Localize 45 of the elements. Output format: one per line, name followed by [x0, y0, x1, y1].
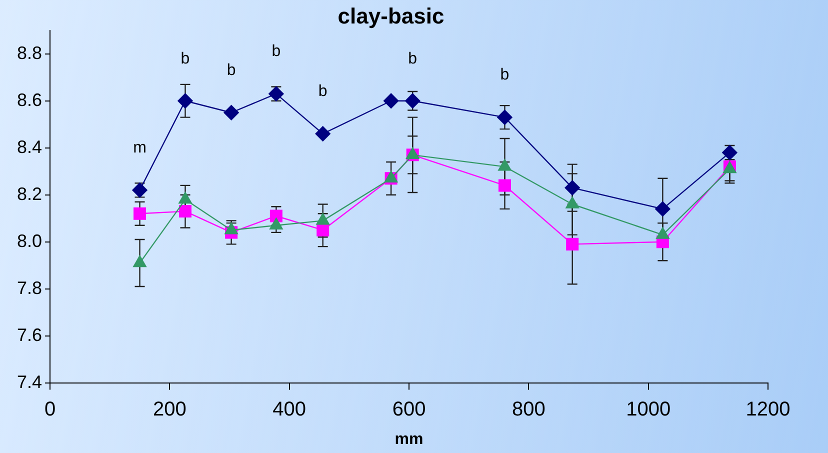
- y-tick-label: 7.4: [16, 372, 42, 392]
- x-tick-label: 600: [392, 398, 426, 420]
- point: [270, 210, 282, 222]
- point: [178, 93, 193, 108]
- annotation: b: [180, 50, 190, 68]
- point: [383, 93, 399, 108]
- point: [566, 196, 580, 208]
- annotation: b: [226, 62, 236, 80]
- point: [316, 213, 330, 225]
- y-tick-label: 7.8: [16, 278, 42, 298]
- point: [224, 222, 238, 234]
- point: [498, 179, 511, 192]
- point: [316, 224, 330, 236]
- point: [566, 238, 579, 250]
- x-tick-label: 200: [153, 398, 186, 420]
- y-tick-label: 8.0: [16, 230, 42, 251]
- point: [270, 218, 283, 230]
- point: [315, 126, 330, 142]
- x-tick-label: 0: [44, 398, 56, 420]
- point: [497, 110, 512, 125]
- annotation: b: [272, 43, 281, 60]
- x-axis-title: mm: [394, 430, 424, 448]
- point: [564, 180, 580, 196]
- point: [178, 192, 192, 204]
- point: [133, 255, 146, 268]
- x-tick-label: 1000: [626, 398, 671, 420]
- point: [498, 159, 512, 171]
- point: [655, 201, 670, 217]
- annotation: b: [500, 66, 510, 84]
- y-tick-label: 8.2: [16, 184, 42, 204]
- y-tick-label: 8.6: [16, 90, 42, 110]
- chart-title: clay-basic: [338, 3, 444, 28]
- y-tick-label: 8.4: [16, 136, 42, 157]
- annotation: b: [408, 50, 418, 68]
- annotation: m: [133, 140, 146, 157]
- x-tick-label: 400: [272, 398, 306, 420]
- point: [134, 207, 146, 220]
- point: [656, 227, 670, 239]
- annotation: b: [318, 83, 328, 100]
- point: [224, 105, 239, 120]
- point: [178, 205, 192, 218]
- y-tick-label: 8.8: [16, 42, 42, 63]
- x-tick-label: 800: [512, 398, 546, 420]
- x-tick-label: 1200: [746, 398, 790, 420]
- y-tick-label: 7.6: [16, 324, 42, 345]
